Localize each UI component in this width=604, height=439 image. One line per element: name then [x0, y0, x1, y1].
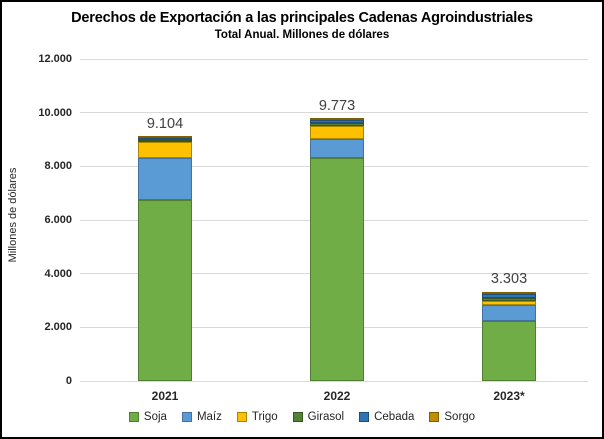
- y-tick-label-0: 0: [65, 375, 72, 387]
- bar-2023: [482, 292, 536, 381]
- legend-swatch-soja: [128, 412, 139, 422]
- bar-segment-trigo-2022: [310, 126, 364, 140]
- y-tick-label-2000: 2.000: [44, 321, 72, 334]
- bar-2021: [138, 135, 192, 381]
- gridline-0: [80, 380, 588, 382]
- x-tick-label-2021: 2021: [151, 389, 179, 403]
- x-tick-label-2022: 2022: [323, 389, 351, 403]
- x-tick-label-2023: 2023*: [493, 389, 525, 403]
- bar-segment-soja-2021: [138, 200, 192, 381]
- legend-label-cebada: Cebada: [374, 411, 415, 423]
- legend: Soja Maíz Trigo Girasol Cebada Sorgo: [2, 411, 602, 423]
- legend-label-sorgo: Sorgo: [444, 411, 476, 423]
- bar-total-label-2022: 9.773: [318, 97, 356, 114]
- bar-2022: [310, 118, 364, 381]
- legend-item-sorgo: Sorgo: [429, 411, 475, 423]
- legend-label-soja: Soja: [143, 411, 167, 423]
- legend-swatch-maíz: [181, 412, 192, 422]
- y-axis-title: Millones de dólares: [7, 167, 19, 263]
- bar-segment-sorgo-2023: [482, 292, 536, 295]
- y-tick-label-8000: 8.000: [44, 160, 72, 173]
- bar-segment-cebada-2023: [482, 294, 536, 299]
- legend-swatch-sorgo: [429, 412, 440, 422]
- chart-subtitle: Total Anual. Millones de dólares: [214, 29, 390, 41]
- bar-segment-sorgo-2022: [310, 118, 364, 121]
- bar-segment-girasol-2022: [310, 123, 364, 127]
- bar-segment-girasol-2023: [482, 298, 536, 301]
- legend-label-girasol: Girasol: [307, 411, 345, 423]
- legend-swatch-cebada: [359, 412, 370, 422]
- bar-segment-cebada-2021: [138, 137, 192, 141]
- legend-item-girasol: Girasol: [292, 411, 345, 423]
- bar-segment-soja-2023: [482, 320, 536, 381]
- gridline-12000: [80, 58, 588, 60]
- y-tick-label-12000: 12.000: [38, 53, 72, 65]
- legend-label-trigo: Trigo: [251, 411, 278, 423]
- legend-swatch-trigo: [236, 412, 247, 422]
- bar-segment-sorgo-2021: [138, 135, 192, 138]
- bar-segment-maíz-2022: [310, 139, 364, 159]
- legend-item-cebada: Cebada: [359, 411, 414, 423]
- bar-segment-trigo-2021: [138, 142, 192, 159]
- bar-segment-girasol-2021: [138, 140, 192, 143]
- legend-label-maíz: Maíz: [196, 411, 222, 423]
- bar-segment-soja-2022: [310, 158, 364, 381]
- gridline-10000: [80, 112, 588, 114]
- plot-area: 9.104 9.773 3.303: [80, 58, 588, 382]
- legend-swatch-girasol: [292, 412, 303, 422]
- y-tick-label-10000: 10.000: [38, 106, 72, 119]
- y-tick-label-6000: 6.000: [44, 214, 72, 226]
- legend-item-soja: Soja: [128, 411, 167, 423]
- bar-total-label-2023: 3.303: [490, 271, 528, 288]
- y-tick-label-4000: 4.000: [44, 267, 72, 280]
- bar-total-label-2021: 9.104: [146, 115, 184, 132]
- bar-segment-maíz-2021: [138, 158, 192, 201]
- legend-item-trigo: Trigo: [236, 411, 278, 423]
- bar-segment-trigo-2023: [482, 300, 536, 306]
- legend-item-maíz: Maíz: [181, 411, 222, 423]
- bar-segment-cebada-2022: [310, 120, 364, 124]
- bar-segment-maíz-2023: [482, 305, 536, 321]
- chart-title: Derechos de Exportación a las principale…: [71, 10, 533, 26]
